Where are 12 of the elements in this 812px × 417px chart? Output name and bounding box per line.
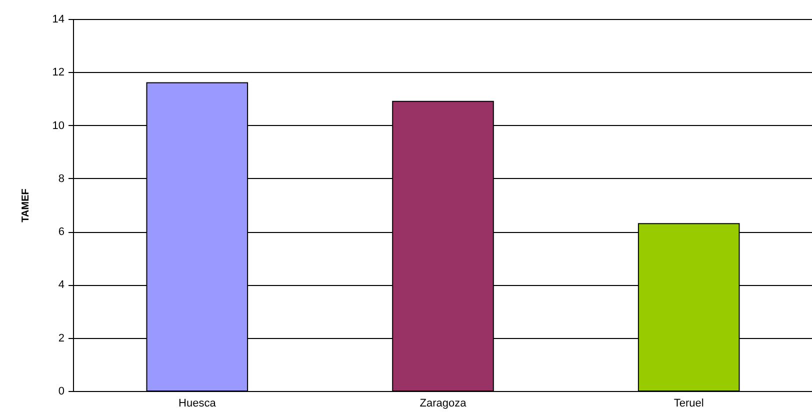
y-axis-title: TAMEF <box>20 188 32 222</box>
y-tick-label: 0 <box>58 386 64 398</box>
y-tick-label: 2 <box>58 332 64 344</box>
x-tick-label: Huesca <box>178 398 217 410</box>
y-tick-label: 4 <box>58 279 64 292</box>
x-tick-label: Teruel <box>674 398 704 410</box>
y-tick-label: 6 <box>58 226 64 238</box>
y-tick-label: 10 <box>52 120 64 132</box>
y-tick-label: 8 <box>58 172 64 185</box>
y-tick-label: 14 <box>52 14 64 26</box>
x-tick-label: Zaragoza <box>420 398 468 410</box>
y-tick-label: 12 <box>52 66 64 79</box>
